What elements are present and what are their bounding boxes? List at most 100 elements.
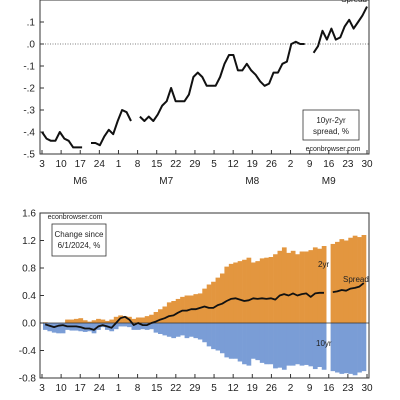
bar-2yr (299, 251, 305, 323)
bar-10yr (56, 323, 61, 334)
x-tick-label: 16 (323, 383, 335, 394)
bar-2yr (330, 243, 336, 323)
bar-10yr (171, 323, 177, 339)
y-tick-label: -.2 (23, 84, 35, 95)
x-tick-label: 29 (189, 383, 201, 394)
x-tick-label: 24 (94, 383, 106, 394)
x-tick-label: 19 (247, 159, 259, 170)
x-tick-label: 3 (39, 159, 45, 170)
bar-10yr (184, 323, 190, 339)
bar-2yr (140, 317, 146, 323)
bar-10yr (308, 323, 314, 367)
watermark: econbrowser.com (48, 214, 103, 221)
bar-10yr (343, 323, 349, 374)
bar-10yr (206, 323, 212, 347)
bar-2yr (162, 306, 168, 323)
y-tick-label: 0.0 (22, 319, 36, 330)
x-tick-label: 9 (307, 159, 313, 170)
bar-10yr (312, 323, 318, 370)
y-tick-label: .1 (27, 18, 36, 29)
bar-10yr (317, 323, 323, 367)
bar-2yr (91, 320, 97, 323)
bar-2yr (264, 257, 269, 323)
x-tick-label: 17 (75, 159, 87, 170)
legend-box (302, 109, 360, 141)
x-tick-label: 2 (288, 383, 294, 394)
bar-2yr (304, 251, 309, 323)
bar-2yr (277, 250, 283, 323)
bar-2yr (317, 248, 323, 323)
bar-10yr (144, 323, 150, 330)
bar-10yr (211, 323, 216, 350)
bar-2yr (286, 252, 292, 323)
x-tick-label: 22 (170, 383, 182, 394)
bar-10yr (237, 323, 243, 362)
bar-2yr (224, 266, 230, 323)
spread-line (41, 6, 368, 149)
bar-2yr (335, 241, 340, 323)
bar-10yr (180, 323, 185, 336)
bar-2yr (100, 319, 106, 323)
bar-2yr (104, 320, 110, 323)
x-tick-label: 1 (116, 159, 122, 170)
bar-2yr (113, 316, 119, 323)
bar-10yr (127, 323, 132, 328)
bar-2yr (131, 318, 137, 323)
legend-line-1: 10yr-2yr (316, 116, 346, 125)
bar-10yr (357, 323, 362, 373)
bar-2yr (69, 319, 75, 323)
bar-10yr (189, 323, 194, 337)
month-label: M6 (73, 176, 87, 187)
x-tick-label: 15 (151, 383, 163, 394)
change-stacked-bar-chart: 1.61.20.80.40.0-0.4-0.83 10 17 24 1 8 15 22 29 5 1… (19, 209, 373, 395)
bar-2yr (87, 321, 92, 323)
bar-10yr (82, 323, 88, 332)
bar-2yr (158, 309, 163, 323)
spread-corner-label: Spread (341, 0, 367, 4)
bar-10yr (215, 323, 221, 351)
bar-10yr (47, 323, 53, 332)
y-tick-label: 0.8 (22, 264, 36, 275)
bar-10yr (91, 323, 97, 334)
x-tick-label: 15 (151, 159, 163, 170)
bar-2yr (352, 235, 358, 323)
x-tick-label: 23 (342, 159, 354, 170)
x-tick-label: 2 (288, 159, 294, 170)
x-tick-label: 16 (323, 159, 335, 170)
bar-10yr (348, 323, 354, 374)
bar-10yr (330, 323, 336, 372)
watermark: econbrowser.com (306, 146, 361, 153)
label-spread: Spread (343, 275, 369, 284)
bar-2yr (308, 250, 314, 323)
x-tick-label: 8 (135, 159, 141, 170)
bar-10yr (87, 323, 92, 332)
bar-2yr (321, 246, 327, 323)
bar-10yr (339, 323, 345, 374)
bar-2yr (343, 240, 349, 323)
bar-10yr (60, 323, 66, 334)
bar-2yr (122, 316, 128, 323)
bar-2yr (73, 318, 79, 323)
note-line-2: 6/1/2024, % (58, 241, 101, 250)
bar-2yr (312, 247, 318, 323)
month-label: M9 (322, 176, 336, 187)
bar-10yr (158, 323, 163, 334)
bar-2yr (211, 281, 216, 323)
bar-10yr (193, 323, 199, 339)
bar-10yr (273, 323, 278, 369)
bar-2yr (96, 318, 101, 323)
bar-2yr (153, 312, 159, 323)
bar-2yr (135, 317, 141, 323)
bar-2yr (357, 237, 362, 323)
bar-10yr (304, 323, 309, 365)
bar-10yr (250, 323, 256, 359)
x-tick-label: 10 (56, 159, 68, 170)
x-tick-label: 17 (75, 383, 87, 394)
bar-10yr (197, 323, 203, 340)
x-tick-label: 26 (266, 159, 278, 170)
bar-10yr (219, 323, 225, 354)
bar-2yr (171, 301, 177, 323)
bar-10yr (149, 323, 154, 330)
legend-line-2: spread, % (313, 127, 349, 136)
bar-2yr (348, 237, 354, 323)
